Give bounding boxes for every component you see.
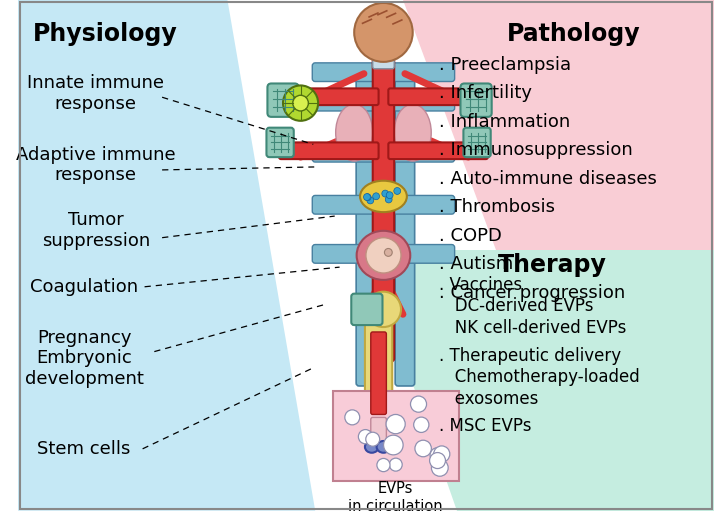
FancyBboxPatch shape <box>312 196 455 214</box>
Circle shape <box>382 190 388 197</box>
Ellipse shape <box>336 104 373 161</box>
FancyBboxPatch shape <box>312 63 455 82</box>
Circle shape <box>386 192 393 199</box>
Circle shape <box>411 396 426 412</box>
Text: exosomes: exosomes <box>439 389 538 408</box>
Text: . Immunosuppression: . Immunosuppression <box>439 141 633 159</box>
Circle shape <box>364 194 371 201</box>
Circle shape <box>389 458 402 471</box>
FancyBboxPatch shape <box>266 128 293 157</box>
Ellipse shape <box>376 441 391 453</box>
Circle shape <box>394 188 401 194</box>
Circle shape <box>415 440 431 457</box>
Text: NK cell-derived EVPs: NK cell-derived EVPs <box>439 319 626 337</box>
Text: Chemotherapy-loaded: Chemotherapy-loaded <box>439 368 640 386</box>
Circle shape <box>366 292 401 327</box>
Circle shape <box>366 238 401 273</box>
Text: . Cancer progression: . Cancer progression <box>439 284 625 302</box>
Circle shape <box>386 414 406 434</box>
FancyBboxPatch shape <box>373 46 394 361</box>
FancyBboxPatch shape <box>463 128 491 157</box>
Text: DC-derived EVPs: DC-derived EVPs <box>439 297 593 316</box>
FancyBboxPatch shape <box>351 294 383 325</box>
FancyBboxPatch shape <box>388 142 488 159</box>
FancyBboxPatch shape <box>356 75 376 386</box>
Text: Therapy: Therapy <box>498 253 607 277</box>
FancyBboxPatch shape <box>268 84 298 117</box>
Text: . Vaccines: . Vaccines <box>439 276 522 294</box>
Text: . Auto-immune diseases: . Auto-immune diseases <box>439 170 657 188</box>
Circle shape <box>384 249 392 256</box>
Text: Pregnancy
Embryonic
development: Pregnancy Embryonic development <box>25 329 144 388</box>
Circle shape <box>366 432 380 446</box>
Circle shape <box>293 95 308 111</box>
Circle shape <box>431 459 448 476</box>
Ellipse shape <box>365 441 378 453</box>
Ellipse shape <box>360 181 407 212</box>
Circle shape <box>377 459 390 472</box>
Text: . Therapeutic delivery: . Therapeutic delivery <box>439 346 621 365</box>
Circle shape <box>373 193 380 200</box>
FancyBboxPatch shape <box>333 391 458 481</box>
Ellipse shape <box>357 231 411 280</box>
FancyBboxPatch shape <box>395 75 415 386</box>
Text: . Infertility: . Infertility <box>439 84 532 102</box>
Polygon shape <box>366 251 714 511</box>
Ellipse shape <box>394 104 431 161</box>
FancyBboxPatch shape <box>312 93 455 111</box>
Circle shape <box>430 452 446 469</box>
FancyBboxPatch shape <box>388 88 488 105</box>
Circle shape <box>386 196 392 203</box>
Polygon shape <box>18 0 315 511</box>
Circle shape <box>283 85 318 121</box>
Text: . Inflammation: . Inflammation <box>439 113 570 131</box>
FancyBboxPatch shape <box>461 84 492 117</box>
FancyBboxPatch shape <box>279 142 378 159</box>
Circle shape <box>354 3 413 62</box>
Circle shape <box>433 446 450 462</box>
Text: Stem cells: Stem cells <box>37 440 131 458</box>
Circle shape <box>363 193 371 200</box>
Text: . Preeclampsia: . Preeclampsia <box>439 56 571 74</box>
FancyBboxPatch shape <box>371 418 386 449</box>
FancyBboxPatch shape <box>371 332 386 414</box>
Text: . Autism: . Autism <box>439 255 513 273</box>
Circle shape <box>383 435 403 455</box>
Text: Coagulation: Coagulation <box>30 278 139 296</box>
Text: . Thrombosis: . Thrombosis <box>439 198 555 216</box>
Circle shape <box>367 197 373 204</box>
FancyBboxPatch shape <box>312 244 455 263</box>
FancyBboxPatch shape <box>312 144 455 162</box>
Text: Innate immune
response: Innate immune response <box>27 74 164 113</box>
Text: . MSC EVPs: . MSC EVPs <box>439 417 531 435</box>
FancyBboxPatch shape <box>279 88 378 105</box>
Text: . COPD: . COPD <box>439 227 502 245</box>
Circle shape <box>430 448 445 463</box>
Polygon shape <box>403 0 714 251</box>
Circle shape <box>358 430 373 444</box>
Text: Adaptive immune
response: Adaptive immune response <box>16 146 176 185</box>
Text: EVPs
in circulation: EVPs in circulation <box>348 481 443 514</box>
Text: Pathology: Pathology <box>507 22 640 46</box>
FancyBboxPatch shape <box>365 305 392 451</box>
FancyBboxPatch shape <box>373 33 394 69</box>
Circle shape <box>413 417 429 433</box>
Circle shape <box>345 410 360 425</box>
Text: Physiology: Physiology <box>33 22 178 46</box>
Text: Tumor
suppression: Tumor suppression <box>41 212 150 250</box>
